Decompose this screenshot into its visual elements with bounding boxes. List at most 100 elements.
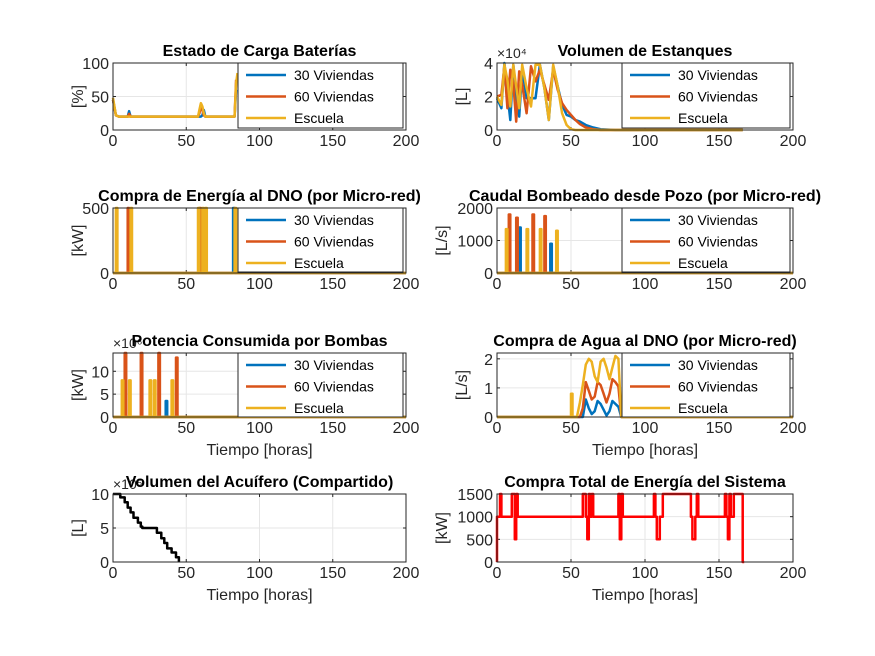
legend: 30 Viviendas 60 Viviendas Escuela [621, 62, 791, 129]
x-tick-label: 0 [109, 565, 118, 582]
legend: 30 Viviendas 60 Viviendas Escuela [237, 207, 404, 273]
y-tick-label: 2 [484, 90, 493, 107]
series-line-escuela [113, 379, 406, 419]
legend-label: Escuela [678, 400, 728, 416]
y-tick-label: 2 [484, 352, 493, 369]
x-tick-label: 50 [562, 420, 580, 437]
chart-title: Potencia Consumida por Bombas [131, 333, 387, 350]
legend-label: 60 Viviendas [294, 234, 374, 250]
chart-title: Caudal Bombeado desde Pozo (por Micro-re… [469, 188, 821, 205]
x-tick-label: 100 [246, 565, 273, 582]
y-axis-label: [L] [454, 88, 471, 106]
chart-panel-3: 0 50 100 150 200 0 500 30 Viviendas 60 Viviendas… [70, 188, 421, 293]
chart-panel-1: 0 50 100 150 200 0 50 100 30 Viviendas 60 Viviend… [70, 43, 419, 150]
x-tick-label: 200 [780, 276, 807, 293]
chart-title: Compra Total de Energía del Sistema [504, 474, 786, 491]
y-axis-label: [kW] [70, 225, 87, 257]
y-tick-label: 100 [82, 56, 109, 73]
y-tick-label: 1000 [457, 510, 493, 527]
y-tick-label: 10 [91, 364, 109, 381]
y-tick-label: 2000 [457, 201, 493, 218]
x-axis-label: Tiempo [horas] [206, 587, 312, 604]
chart-title: Compra de Agua al DNO (por Micro-red) [493, 333, 796, 350]
legend-box [621, 207, 791, 273]
x-axis-label: Tiempo [horas] [592, 587, 698, 604]
legend-label: Escuela [678, 110, 728, 126]
x-axis-label: Tiempo [horas] [206, 442, 312, 459]
x-tick-label: 50 [177, 565, 195, 582]
x-tick-label: 150 [706, 420, 733, 437]
y-tick-label: 0 [100, 410, 109, 427]
x-tick-label: 200 [393, 420, 420, 437]
y-axis-label: [kW] [434, 512, 451, 544]
legend-label: Escuela [294, 110, 344, 126]
x-tick-label: 50 [177, 420, 195, 437]
y-tick-label: 0 [484, 410, 493, 427]
legend: 30 Viviendas 60 Viviendas Escuela [237, 62, 404, 129]
legend-label: 30 Viviendas [294, 212, 374, 228]
y-exponent-label: ×10⁴ [497, 45, 527, 61]
x-tick-label: 150 [706, 565, 733, 582]
x-tick-label: 0 [109, 420, 118, 437]
axes-box [112, 493, 407, 563]
chart-title: Volumen del Acuífero (Compartido) [126, 474, 394, 491]
y-tick-label: 10 [91, 487, 109, 504]
chart-panel-2: 0 50 100 150 200 0 2 4 30 Viviendas 60 Viviendas E… [454, 43, 806, 150]
legend-box [237, 207, 404, 273]
y-axis-label: [L] [70, 519, 87, 537]
series-line-data [113, 492, 181, 562]
x-tick-label: 100 [632, 133, 659, 150]
legend-box [621, 352, 791, 418]
x-tick-label: 200 [393, 276, 420, 293]
x-tick-label: 150 [319, 420, 346, 437]
x-tick-label: 50 [562, 276, 580, 293]
legend-box [237, 352, 404, 418]
legend-label: 30 Viviendas [678, 67, 758, 83]
series-line-30-viviendas [497, 398, 793, 419]
y-tick-label: 50 [91, 90, 109, 107]
legend-label: 30 Viviendas [294, 67, 374, 83]
x-tick-label: 200 [393, 133, 420, 150]
x-axis-label: Tiempo [horas] [592, 442, 698, 459]
legend-label: 60 Viviendas [678, 379, 758, 395]
legend-label: 30 Viviendas [294, 357, 374, 373]
y-tick-label: 500 [82, 201, 109, 218]
axes-box [496, 493, 794, 563]
x-tick-label: 200 [780, 565, 807, 582]
y-tick-label: 0 [100, 266, 109, 283]
x-tick-label: 100 [632, 420, 659, 437]
legend-label: Escuela [294, 400, 344, 416]
y-axis-label: [L/s] [434, 225, 451, 255]
y-tick-label: 4 [484, 56, 493, 73]
x-tick-label: 150 [319, 276, 346, 293]
y-tick-label: 500 [466, 532, 493, 549]
x-tick-label: 0 [493, 276, 502, 293]
x-tick-label: 150 [706, 133, 733, 150]
series-line-60-viviendas [497, 377, 793, 419]
y-tick-label: 1000 [457, 234, 493, 251]
x-tick-label: 0 [109, 133, 118, 150]
y-axis-label: [kW] [70, 369, 87, 401]
legend-label: 60 Viviendas [294, 89, 374, 105]
x-tick-label: 200 [393, 565, 420, 582]
x-tick-label: 0 [109, 276, 118, 293]
y-tick-label: 5 [100, 387, 109, 404]
chart-panel-6: 0 50 100 150 200 0 1 2 30 Viviendas 60 Viviendas E… [454, 333, 806, 459]
chart-title: Compra de Energía al DNO (por Micro-red) [98, 188, 421, 205]
legend-label: 60 Viviendas [678, 234, 758, 250]
legend-label: 30 Viviendas [678, 212, 758, 228]
x-tick-label: 50 [562, 133, 580, 150]
x-tick-label: 0 [493, 133, 502, 150]
y-tick-label: 1500 [457, 487, 493, 504]
x-tick-label: 100 [632, 276, 659, 293]
x-tick-label: 50 [562, 565, 580, 582]
y-tick-label: 0 [484, 266, 493, 283]
x-tick-label: 100 [246, 276, 273, 293]
series-line-escuela [497, 354, 793, 419]
x-tick-label: 50 [177, 133, 195, 150]
legend-label: 60 Viviendas [294, 379, 374, 395]
